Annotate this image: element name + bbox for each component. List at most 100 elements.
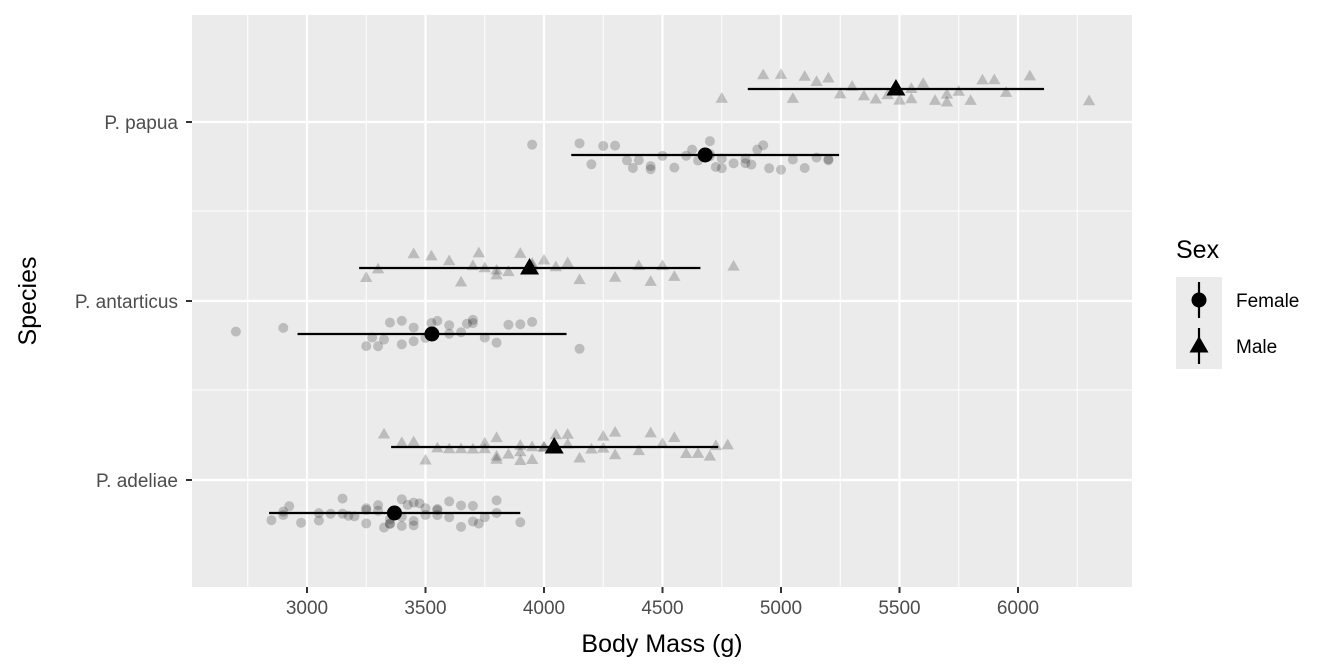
point-p-adeliae-male [573,451,586,463]
point-p-papua-female [633,155,644,166]
point-p-adeliae-female [414,498,425,509]
point-p-papua-female [645,164,656,175]
point-p-papua-male [774,68,788,79]
x-tick-label-4000: 4000 [523,598,565,619]
raw-data-points [230,68,1096,533]
point-p-adeliae-female [284,501,295,512]
point-p-papua-male [999,86,1013,97]
point-p-adeliae-female [396,521,407,532]
y-axis-title: Species [14,257,42,346]
point-p-antarticus-female [479,332,490,343]
point-p-antarticus-male [537,253,551,265]
x-tick-label-5500: 5500 [878,598,920,619]
mean-p-papua-female [697,147,713,163]
point-p-papua-male [893,93,906,105]
point-p-antarticus-female [373,341,384,352]
x-axis: 3000 3500 4000 4500 5000 5500 6000 [286,587,1039,619]
point-p-adeliae-male [514,445,527,457]
point-p-antarticus-female [278,322,289,333]
point-p-adeliae-male [377,427,391,439]
point-p-antarticus-male [472,246,485,258]
point-p-adeliae-male [608,448,622,460]
point-p-adeliae-female [467,516,478,527]
point-p-papua-male [757,68,770,80]
point-p-papua-female [740,153,751,164]
point-p-adeliae-male [597,429,610,441]
point-p-antarticus-male [573,273,586,285]
point-p-papua-female [776,164,786,175]
x-tick-label-5000: 5000 [760,598,802,619]
point-p-antarticus-male [668,270,681,281]
point-p-antarticus-female [527,316,538,327]
point-p-papua-female [586,159,597,170]
mean-p-adeliae-male [544,437,564,454]
point-p-antarticus-male [608,270,622,282]
point-p-papua-female [746,159,757,170]
point-p-antarticus-male [425,249,438,261]
point-p-antarticus-female [491,337,502,348]
point-p-antarticus-male [514,247,527,258]
point-p-adeliae-male [632,444,645,456]
point-p-papua-male [905,82,918,93]
point-p-antarticus-female [396,339,407,350]
point-p-papua-female [752,144,763,155]
point-p-papua-male [715,91,728,103]
point-p-papua-male [1082,94,1096,106]
point-p-antarticus-female [461,318,472,329]
point-p-adeliae-male [608,425,622,437]
point-p-papua-female [710,162,721,173]
x-tick-label-6000: 6000 [997,598,1039,619]
point-p-adeliae-male [561,428,574,439]
point-p-adeliae-female [296,517,307,528]
point-p-papua-male [952,84,965,96]
point-p-adeliae-female [479,512,490,523]
point-p-adeliae-female [408,515,419,526]
point-p-adeliae-female [491,495,502,506]
point-p-antarticus-male [490,268,503,280]
point-p-adeliae-male [721,438,734,450]
point-p-adeliae-female [467,500,478,511]
point-p-adeliae-female [408,520,419,531]
y-tick-label-p-adeliae: P. adeliae [96,471,178,492]
x-tick-label-3500: 3500 [404,598,446,619]
mean-p-antarticus-female [424,326,440,342]
point-p-adeliae-male [514,454,527,465]
point-p-adeliae-female [456,500,467,511]
point-p-papua-female [610,140,621,151]
mean-p-adeliae-female [386,505,402,521]
point-p-antarticus-male [454,275,468,287]
point-p-antarticus-male [502,265,515,277]
point-p-antarticus-male [407,247,420,259]
point-p-adeliae-female [379,522,390,533]
point-p-papua-female [740,158,751,169]
mean-p-antarticus-male [520,258,540,275]
point-p-papua-male [857,89,871,101]
point-p-papua-male [786,92,800,103]
point-p-adeliae-female [373,500,384,511]
point-p-papua-male [940,87,954,99]
point-p-papua-female [687,144,698,155]
point-p-adeliae-female [266,515,277,526]
point-p-adeliae-female [432,510,443,521]
point-p-papua-female [716,163,727,174]
point-p-adeliae-female [432,504,443,515]
point-p-papua-female [574,138,585,149]
point-p-papua-female [728,158,739,169]
point-p-antarticus-female [432,315,443,326]
point-p-antarticus-female [384,317,395,328]
point-p-papua-female [704,136,715,147]
point-p-antarticus-female [379,334,390,345]
point-p-antarticus-female [396,315,407,326]
point-p-antarticus-male [727,259,740,271]
point-p-adeliae-female [402,499,413,510]
point-p-adeliae-male [525,453,539,464]
point-p-papua-female [823,155,834,166]
point-p-adeliae-male [691,447,705,458]
point-p-adeliae-female [408,497,419,508]
point-p-adeliae-female [384,518,395,529]
point-p-antarticus-male [478,261,491,273]
point-p-adeliae-female [337,493,348,504]
legend-key-female-icon [1191,292,1207,308]
point-p-antarticus-female [503,319,514,330]
point-p-papua-male [940,95,954,107]
